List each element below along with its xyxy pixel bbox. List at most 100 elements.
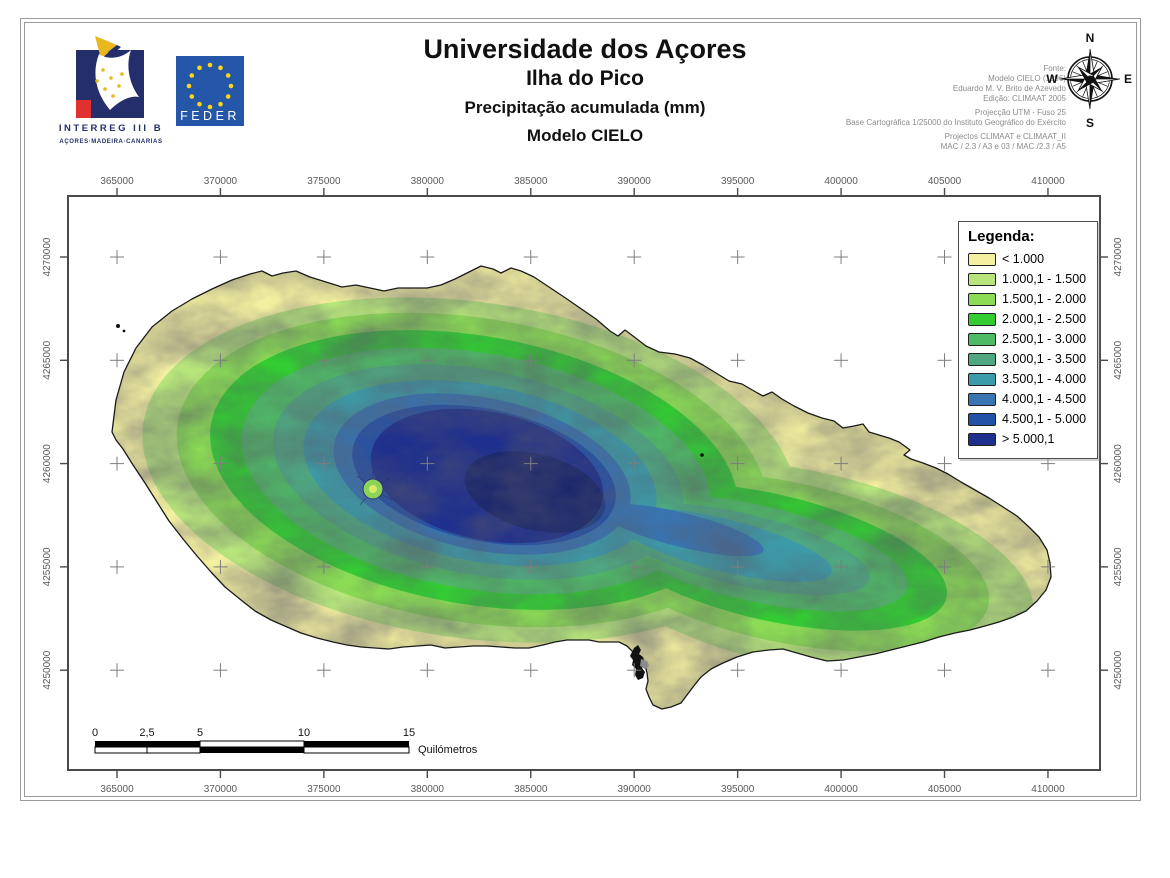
legend-swatch [968,372,996,386]
islet-marks [116,324,704,680]
x-tick-label: 405000 [928,176,962,187]
interreg-sail-icon [95,50,139,110]
grid-crosses [110,250,1055,678]
legend-label: 4.000,1 - 4.500 [1002,392,1087,406]
legend-label: > 5.000,1 [1002,432,1055,446]
source-line: Projecção UTM - Fuso 25 [974,108,1066,117]
source-line: Fonte: [1043,64,1066,73]
source-line: Projectos CLIMAAT e CLIMAAT_II [944,132,1066,141]
legend-item: 1.000,1 - 1.500 [968,269,1097,289]
source-group: Projecção UTM - Fuso 25 Base Cartográfica… [736,108,1066,128]
source-line: Modelo CIELO (1996) [988,74,1066,83]
legend-swatch [968,252,996,266]
y-tick-label: 4260000 [42,444,53,483]
x-tick-label: 385000 [514,176,548,187]
legend-label: 1.000,1 - 1.500 [1002,272,1087,286]
feder-caption: FEDER [180,109,240,123]
legend-item: > 5.000,1 [968,429,1097,449]
y-tick-label: 4270000 [42,237,53,276]
x-tick-label: 380000 [411,176,445,187]
interreg-stars [95,68,124,98]
x-tick-label: 395000 [721,784,755,795]
x-tick-label: 395000 [721,176,755,187]
x-tick-label: 400000 [824,176,858,187]
logos: INTERREG III B AÇORES·MADEIRA·CANARIAS F… [59,36,244,145]
x-tick-label: 390000 [618,176,652,187]
compass-w: W [1046,72,1058,86]
y-tick-label: 4270000 [1113,237,1124,276]
y-tick-label: 4250000 [1113,650,1124,689]
x-tick-label: 375000 [307,784,341,795]
interreg-caption: INTERREG III B [59,123,163,134]
source-line: Base Cartográfica 1/25000 do Instituto G… [845,118,1066,127]
scale-bar: 0 2,5 5 10 15 Quilómetros [92,727,478,756]
legend: Legenda: < 1.000 1.000,1 - 1.500 1.500,1 -… [958,221,1098,459]
y-tick-label: 4255000 [42,547,53,586]
legend-swatch [968,272,996,286]
legend-title: Legenda: [968,228,1035,245]
legend-label: 3.000,1 - 3.500 [1002,352,1087,366]
map-frame [67,195,1101,771]
scale-unit: Quilómetros [418,744,478,756]
island-title: Ilha do Pico [526,67,644,90]
legend-label: 1.500,1 - 2.000 [1002,292,1087,306]
compass-s: S [1086,116,1094,130]
x-tick-label: 380000 [411,784,445,795]
main-title: Universidade dos Açores [423,34,747,64]
scale-label: 15 [403,727,415,739]
x-tick-label: 370000 [204,784,238,795]
pico-summit [356,470,393,506]
x-tick-label: 365000 [100,176,134,187]
compass-rose-icon: N E S W [1046,31,1132,130]
pico-island [112,266,1051,709]
legend-item: 2.000,1 - 2.500 [968,309,1097,329]
legend-label: 2.500,1 - 3.000 [1002,332,1087,346]
legend-label: 3.500,1 - 4.000 [1002,372,1087,386]
interreg-logo: INTERREG III B AÇORES·MADEIRA·CANARIAS [59,36,163,145]
source-line: Eduardo M. V. Brito de Azevedo [952,84,1066,93]
scale-label: 2,5 [139,727,154,739]
y-tick-label: 4265000 [1113,340,1124,379]
y-tick-label: 4255000 [1113,547,1124,586]
page-border [20,18,1141,801]
title-block: Universidade dos Açores Ilha do Pico Pre… [290,34,880,150]
x-tick-label: 375000 [307,176,341,187]
scale-label: 10 [298,727,310,739]
legend-label: 4.500,1 - 5.000 [1002,412,1087,426]
x-tick-label: 410000 [1031,784,1065,795]
source-block: Fonte: Modelo CIELO (1996) Eduardo M. V. B… [736,60,1066,152]
source-line: Edição: CLIMAAT 2005 [983,94,1066,103]
x-tick-label: 370000 [204,176,238,187]
legend-item: 2.500,1 - 3.000 [968,329,1097,349]
coastline [111,265,1052,710]
source-line: MAC / 2.3 / A3 e 03 / MAC /2.3 / A5 [940,142,1066,151]
source-group: Fonte: Modelo CIELO (1996) Eduardo M. V. B… [736,64,1066,104]
legend-swatch [968,352,996,366]
feder-stars [186,62,234,110]
legend-item: < 1.000 [968,249,1097,269]
legend-swatch [968,292,996,306]
scale-label: 0 [92,727,98,739]
legend-label: 2.000,1 - 2.500 [1002,312,1087,326]
legend-item: 4.500,1 - 5.000 [968,409,1097,429]
x-tick-label: 410000 [1031,176,1065,187]
compass-e: E [1124,72,1132,86]
model-title: Modelo CIELO [526,126,644,145]
legend-item: 4.000,1 - 4.500 [968,389,1097,409]
scale-label: 5 [197,727,203,739]
source-group: Projectos CLIMAAT e CLIMAAT_II MAC / 2.3 … [736,132,1066,152]
x-tick-label: 365000 [100,784,134,795]
legend-swatch [968,432,996,446]
variable-title: Precipitação acumulada (mm) [464,98,706,117]
legend-label: < 1.000 [1002,252,1045,266]
legend-swatch [968,312,996,326]
y-tick-label: 4260000 [1113,444,1124,483]
legend-item: 3.000,1 - 3.500 [968,349,1097,369]
y-tick-label: 4250000 [42,650,53,689]
x-tick-label: 390000 [618,784,652,795]
page-border-inner [24,22,1137,797]
axis-ticks: 365000 365000 370000 370000 375000 375000 3800… [42,176,1124,795]
legend-swatch [968,332,996,346]
